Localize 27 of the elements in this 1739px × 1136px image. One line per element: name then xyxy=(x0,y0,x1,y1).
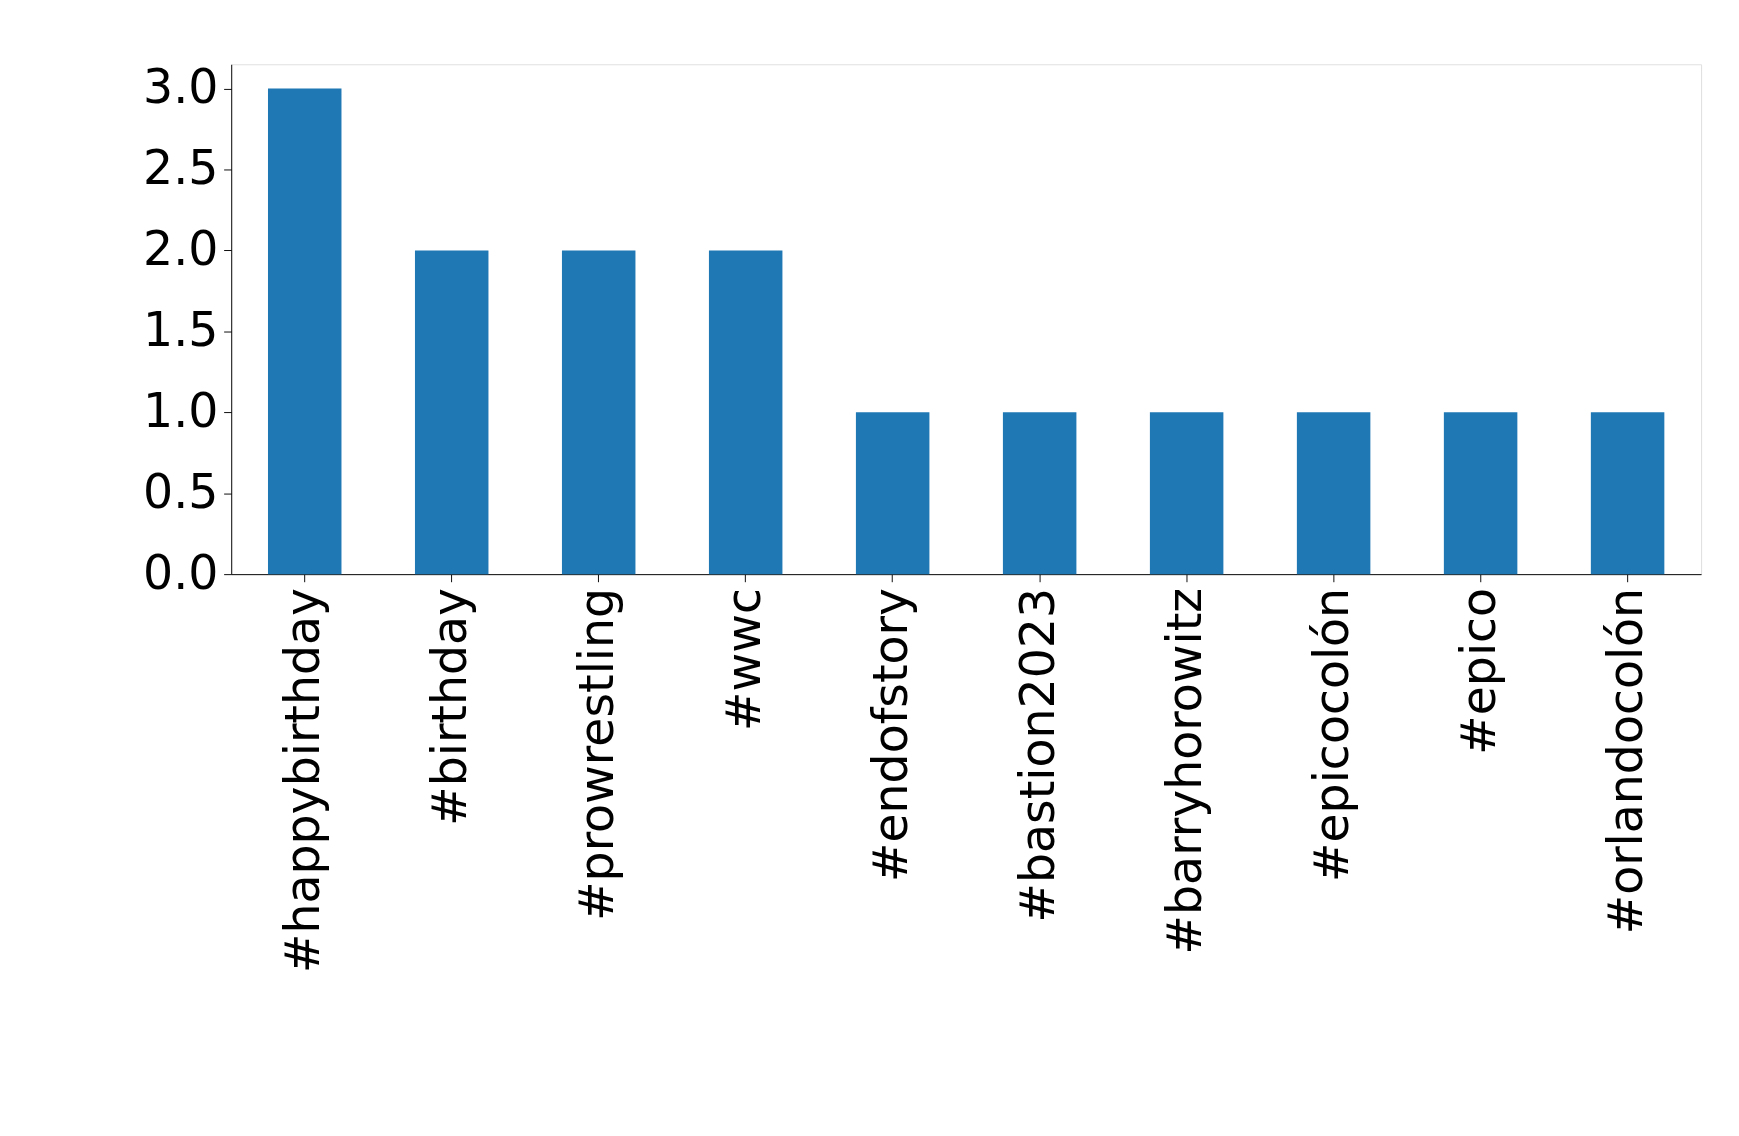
x-tick-label: #happybirthday xyxy=(274,587,330,974)
bar xyxy=(267,88,342,575)
x-tick-label: #orlandocolón xyxy=(1597,587,1653,935)
bar xyxy=(561,250,636,575)
bar xyxy=(708,250,783,575)
x-tick-label: #barryhorowitz xyxy=(1156,587,1212,955)
x-tick-label: #bastion2023 xyxy=(1009,587,1065,923)
x-tick-label: #birthday xyxy=(421,587,477,827)
bar xyxy=(1443,412,1518,575)
x-tick-label: #epicocolón xyxy=(1303,587,1359,883)
x-tick-label: #wwc xyxy=(715,587,771,732)
y-tick-label: 2.0 xyxy=(143,221,219,277)
bar xyxy=(1002,412,1077,575)
y-tick-label: 3.0 xyxy=(143,59,219,115)
y-tick-label: 2.5 xyxy=(143,140,219,196)
y-tick-label: 1.5 xyxy=(143,302,219,358)
x-tick-label: #endofstory xyxy=(862,587,918,883)
y-tick-label: 0.0 xyxy=(143,544,219,600)
y-tick-label: 1.0 xyxy=(143,382,219,438)
bar xyxy=(1296,412,1371,575)
bar xyxy=(414,250,489,575)
bar xyxy=(855,412,930,575)
x-tick-label: #epico xyxy=(1450,587,1506,756)
x-tick-label: #prowrestling xyxy=(568,587,624,922)
bar xyxy=(1590,412,1665,575)
bar xyxy=(1149,412,1224,575)
y-tick-label: 0.5 xyxy=(143,463,219,519)
